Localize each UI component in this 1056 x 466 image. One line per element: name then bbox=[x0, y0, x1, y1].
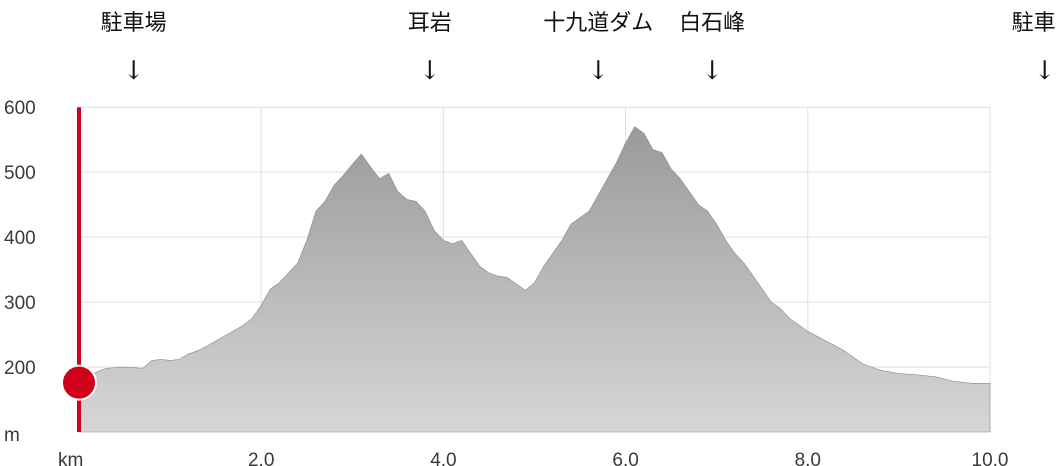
y-tick-label: 400 bbox=[4, 228, 36, 249]
y-tick-label: 600 bbox=[4, 98, 36, 119]
x-axis-unit-label: km bbox=[58, 450, 83, 466]
position-marker-dot[interactable] bbox=[61, 364, 97, 401]
y-tick-label: 200 bbox=[4, 358, 36, 379]
landmark-label: 駐車場 bbox=[1011, 11, 1056, 36]
landmark-parking-end: 駐車場 ↓ bbox=[975, 8, 1056, 86]
x-tick-label: 4.0 bbox=[430, 450, 456, 466]
elevation-area bbox=[78, 126, 991, 433]
down-arrow-icon: ↓ bbox=[587, 56, 610, 86]
y-tick-label: 300 bbox=[4, 293, 36, 314]
landmark-label: 十九道ダム bbox=[543, 11, 654, 36]
landmark-parking-start: 駐車場 ↓ bbox=[64, 8, 204, 86]
y-axis-unit-label: m bbox=[4, 425, 20, 446]
x-tick-label: 2.0 bbox=[248, 450, 274, 466]
y-tick-label: 500 bbox=[4, 163, 36, 184]
x-tick-label: 10.0 bbox=[972, 450, 1009, 466]
marker-layer bbox=[61, 107, 97, 432]
landmark-label: 白石峰 bbox=[679, 11, 746, 36]
down-arrow-icon: ↓ bbox=[122, 56, 145, 86]
area-layer bbox=[78, 126, 991, 433]
x-tick-label: 8.0 bbox=[795, 450, 821, 466]
landmark-label: 耳岩 bbox=[407, 11, 452, 36]
x-tick-label: 6.0 bbox=[612, 450, 638, 466]
landmark-dam: 十九道ダム ↓ bbox=[528, 8, 668, 86]
landmark-mimiiwa: 耳岩 ↓ bbox=[360, 8, 500, 86]
down-arrow-icon: ↓ bbox=[418, 56, 441, 86]
down-arrow-icon: ↓ bbox=[1033, 56, 1056, 86]
down-arrow-icon: ↓ bbox=[701, 56, 724, 86]
landmark-shiraishimine: 白石峰 ↓ bbox=[642, 8, 782, 86]
axis-labels: m km 200 300 400 500 600 2.0 4.0 6.0 8.0 10.0 bbox=[4, 98, 1008, 466]
landmark-label: 駐車場 bbox=[100, 11, 167, 36]
